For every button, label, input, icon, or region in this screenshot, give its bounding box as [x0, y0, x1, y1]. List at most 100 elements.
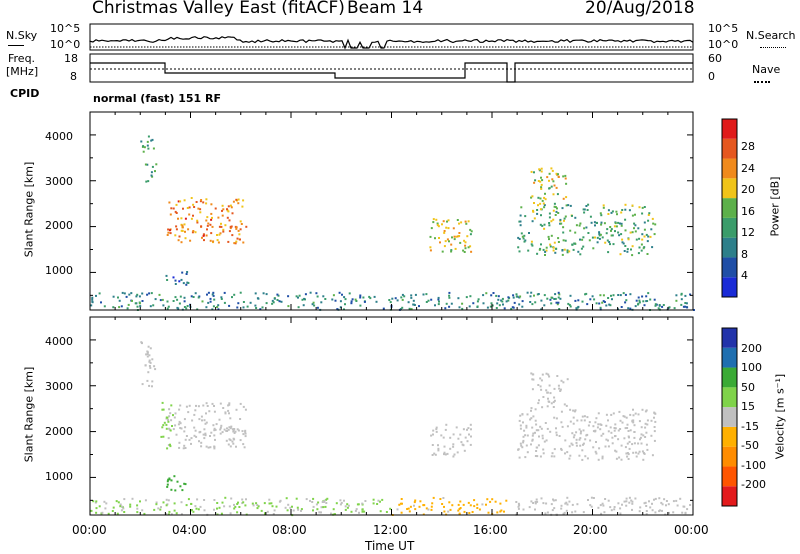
scatter-cell — [634, 412, 637, 415]
scatter-cell — [500, 509, 503, 512]
scatter-cell — [529, 301, 532, 303]
velocity-ytick-4000: 4000 — [45, 335, 73, 348]
scatter-cell — [192, 230, 195, 232]
scatter-cell — [434, 237, 436, 240]
nsearch-label: N.Search — [746, 29, 796, 42]
colorbar-swatch — [722, 407, 737, 427]
scatter-cell — [450, 243, 453, 246]
scatter-cell — [458, 508, 461, 510]
scatter-cell — [637, 252, 640, 255]
scatter-cell — [413, 304, 416, 306]
scatter-cell — [582, 429, 585, 432]
scatter-cell — [140, 140, 143, 143]
colorbar-swatch — [722, 367, 737, 388]
scatter-cell — [548, 187, 551, 190]
scatter-cell — [530, 372, 533, 375]
scatter-cell — [271, 302, 274, 305]
scatter-cell — [196, 219, 199, 222]
scatter-cell — [220, 298, 223, 300]
scatter-cell — [129, 503, 132, 506]
scatter-cell — [170, 488, 173, 491]
scatter-cell — [578, 224, 581, 227]
scatter-cell — [582, 208, 585, 211]
scatter-cell — [143, 146, 146, 149]
scatter-cell — [149, 305, 152, 308]
scatter-cell — [644, 422, 647, 425]
scatter-cell — [375, 300, 378, 303]
colorbar-swatch — [722, 257, 737, 278]
scatter-cell — [539, 208, 542, 211]
scatter-cell — [663, 498, 666, 501]
scatter-cell — [442, 220, 445, 223]
scatter-cell — [541, 434, 544, 437]
scatter-cell — [463, 510, 466, 513]
scatter-cell — [150, 171, 153, 174]
scatter-cell — [200, 415, 203, 418]
scatter-cell — [638, 299, 641, 302]
scatter-cell — [568, 500, 571, 503]
scatter-cell — [204, 432, 207, 435]
scatter-cell — [226, 430, 229, 432]
scatter-cell — [642, 458, 645, 461]
scatter-cell — [599, 212, 602, 215]
scatter-cell — [151, 138, 154, 141]
nave-label: Nave — [752, 63, 781, 76]
scatter-cell — [408, 510, 411, 513]
scatter-cell — [235, 240, 238, 243]
scatter-cell — [205, 202, 208, 205]
scatter-cell — [532, 432, 535, 435]
scatter-cell — [445, 302, 448, 305]
scatter-cell — [149, 347, 152, 350]
scatter-cell — [207, 222, 210, 225]
scatter-cell — [564, 177, 567, 180]
scatter-cell — [587, 203, 590, 206]
scatter-cell — [172, 207, 175, 210]
scatter-cell — [528, 506, 531, 509]
scatter-cell — [436, 222, 439, 225]
scatter-cell — [522, 421, 524, 424]
scatter-cell — [214, 438, 216, 441]
scatter-cell — [317, 501, 320, 504]
scatter-cell — [209, 446, 212, 449]
scatter-cell — [216, 502, 219, 504]
scatter-cell — [562, 231, 565, 234]
scatter-cell — [222, 208, 225, 211]
scatter-cell — [176, 298, 179, 301]
scatter-cell — [149, 361, 152, 364]
scatter-cell — [187, 282, 190, 284]
scatter-cell — [432, 429, 435, 432]
scatter-cell — [343, 499, 345, 502]
scatter-cell — [517, 448, 520, 451]
scatter-cell — [95, 500, 98, 503]
scatter-cell — [154, 170, 156, 173]
scatter-cell — [166, 480, 169, 483]
scatter-cell — [526, 451, 529, 454]
scatter-cell — [587, 232, 590, 234]
scatter-cell — [204, 434, 207, 437]
scatter-cell — [651, 217, 654, 220]
scatter-cell — [184, 237, 187, 240]
scatter-cell — [609, 243, 611, 246]
scatter-cell — [244, 430, 247, 433]
scatter-cell — [418, 305, 420, 308]
scatter-cell — [649, 506, 652, 509]
scatter-cell — [518, 303, 521, 306]
scatter-cell — [654, 511, 657, 514]
scatter-cell — [637, 302, 640, 305]
scatter-cell — [339, 300, 342, 303]
scatter-cell — [569, 294, 572, 297]
scatter-cell — [181, 271, 184, 274]
scatter-cell — [456, 451, 459, 454]
velocity-cb-tick-15: 15 — [741, 400, 755, 413]
scatter-cell — [136, 504, 139, 507]
scatter-cell — [320, 506, 323, 509]
scatter-cell — [214, 428, 217, 431]
scatter-cell — [555, 210, 558, 213]
scatter-cell — [624, 208, 627, 211]
scatter-cell — [645, 505, 648, 507]
scatter-cell — [619, 428, 622, 430]
scatter-cell — [550, 302, 553, 305]
scatter-cell — [632, 421, 635, 424]
scatter-cell — [549, 243, 552, 246]
scatter-cell — [476, 305, 479, 308]
